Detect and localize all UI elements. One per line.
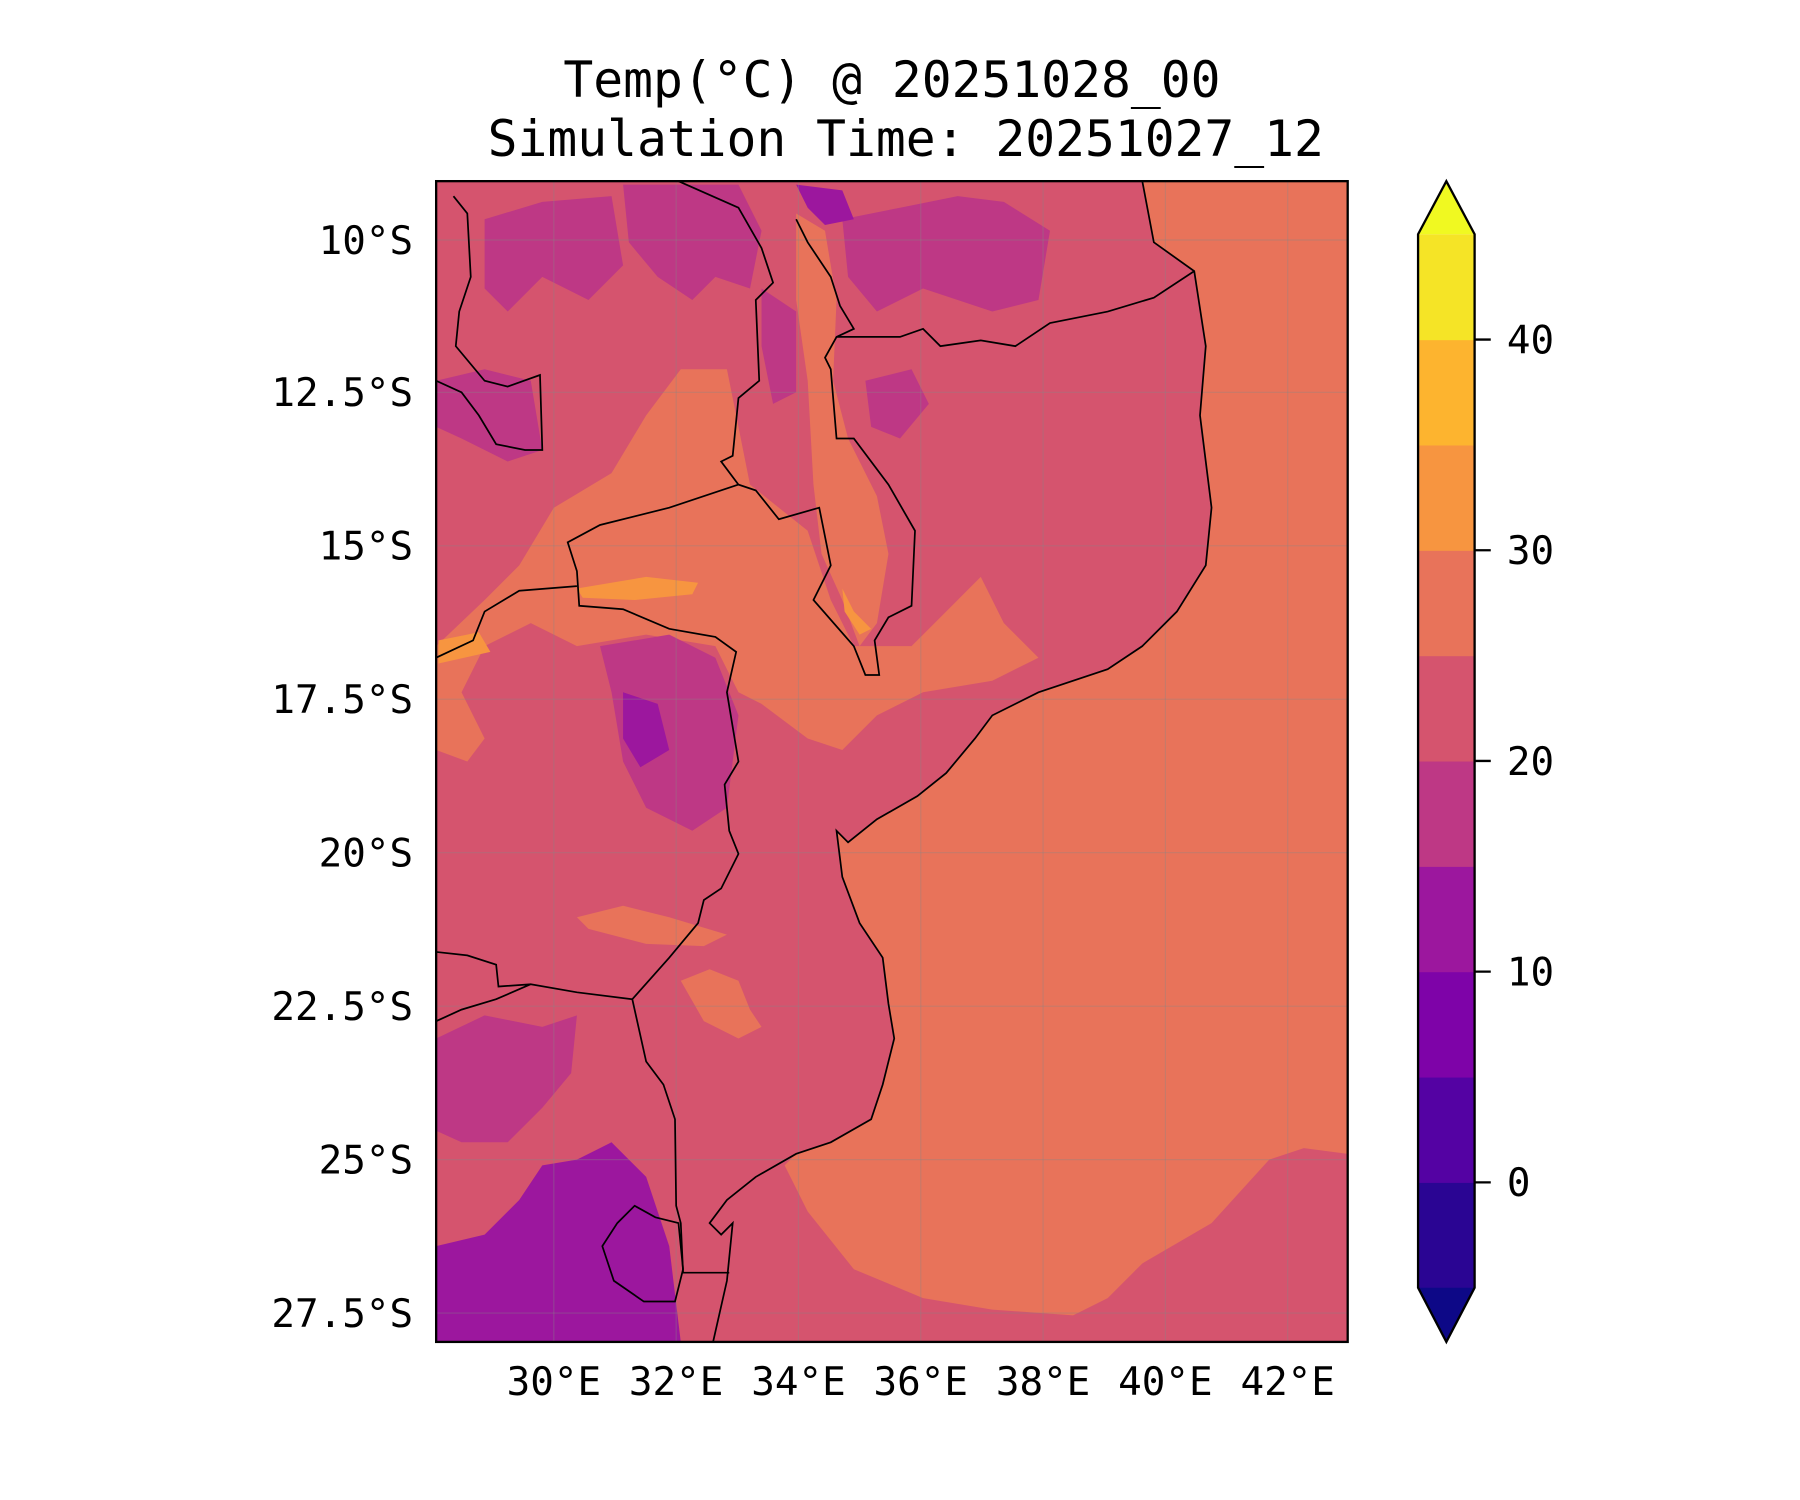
y-tick-label: 25°S (319, 1138, 413, 1183)
colorbar-band (1418, 971, 1475, 1078)
cool-zone-15-20 (436, 184, 1050, 1143)
border-zambia-zimbabwe (436, 585, 577, 659)
y-tick-label: 10°S (319, 219, 413, 264)
x-tick-label: 38°E (996, 1360, 1090, 1405)
warm-zone-mid (576, 905, 727, 947)
y-tick-label: 17.5°S (271, 678, 413, 723)
border-malawi (678, 181, 916, 676)
colorbar-band (1418, 655, 1475, 762)
colorbar: 0 10 20 30 40 (1416, 178, 1554, 1345)
y-tick-label: 20°S (319, 832, 413, 877)
y-tick-label: 22.5°S (271, 985, 413, 1030)
colorbar-band (1418, 234, 1475, 341)
colorbar-outline (1416, 178, 1476, 1345)
chart-title-line1: Temp(°C) @ 20251028_00 (563, 51, 1220, 109)
colorbar-tick-label: 30 (1507, 529, 1554, 574)
colorbar-band (1418, 1077, 1475, 1183)
y-tick-label: 15°S (319, 525, 413, 570)
colorbar-tick-label: 10 (1507, 950, 1554, 995)
warm-zone-lake-malawi (796, 213, 889, 647)
x-tick-label: 30°E (507, 1360, 601, 1405)
warm-zone-south (680, 969, 762, 1039)
warm-zone-zambezi-25-30 (436, 369, 1039, 762)
plot-frame (434, 179, 1349, 1344)
colorbar-extend-min (1418, 1287, 1475, 1342)
map-plot-area (436, 181, 1348, 1342)
chart-title-line2: Simulation Time: 20251027_12 (488, 110, 1324, 168)
y-tick-label: 27.5°S (271, 1292, 413, 1337)
colorbar-tick-label: 20 (1507, 740, 1554, 785)
colorbar-band (1418, 444, 1475, 551)
border-eswatini (601, 1204, 684, 1303)
colorbar-tick-label: 0 (1507, 1161, 1531, 1206)
y-axis-ticks: 10°S 12.5°S 15°S 17.5°S 20°S 22.5°S 25°S… (271, 219, 413, 1337)
x-axis-ticks: 30°E 32°E 34°E 36°E 38°E 40°E 42°E (507, 1360, 1335, 1405)
cold-zone-10-15 (436, 184, 854, 1342)
border-zambia-mozambique (566, 483, 740, 1274)
hot-zone-30-35 (438, 576, 872, 664)
x-tick-label: 36°E (874, 1360, 968, 1405)
grid-lines (436, 181, 1348, 1342)
border-drc-zambia (436, 195, 544, 451)
country-borders (436, 181, 1213, 1342)
colorbar-band (1418, 1182, 1475, 1289)
colorbar-band (1418, 866, 1475, 973)
x-tick-label: 34°E (751, 1360, 845, 1405)
x-tick-label: 32°E (629, 1360, 723, 1405)
colorbar-band (1418, 339, 1475, 446)
colorbar-band (1418, 760, 1475, 867)
colorbar-tick-label: 40 (1507, 318, 1554, 363)
coastline (708, 181, 1213, 1342)
x-tick-label: 42°E (1240, 1360, 1334, 1405)
border-south-africa (436, 951, 633, 1022)
y-tick-label: 12.5°S (271, 371, 413, 416)
colorbar-extend-max (1418, 181, 1475, 235)
colorbar-band (1418, 550, 1475, 657)
border-tanzania-mozambique (836, 270, 1195, 348)
x-tick-label: 40°E (1118, 1360, 1212, 1405)
